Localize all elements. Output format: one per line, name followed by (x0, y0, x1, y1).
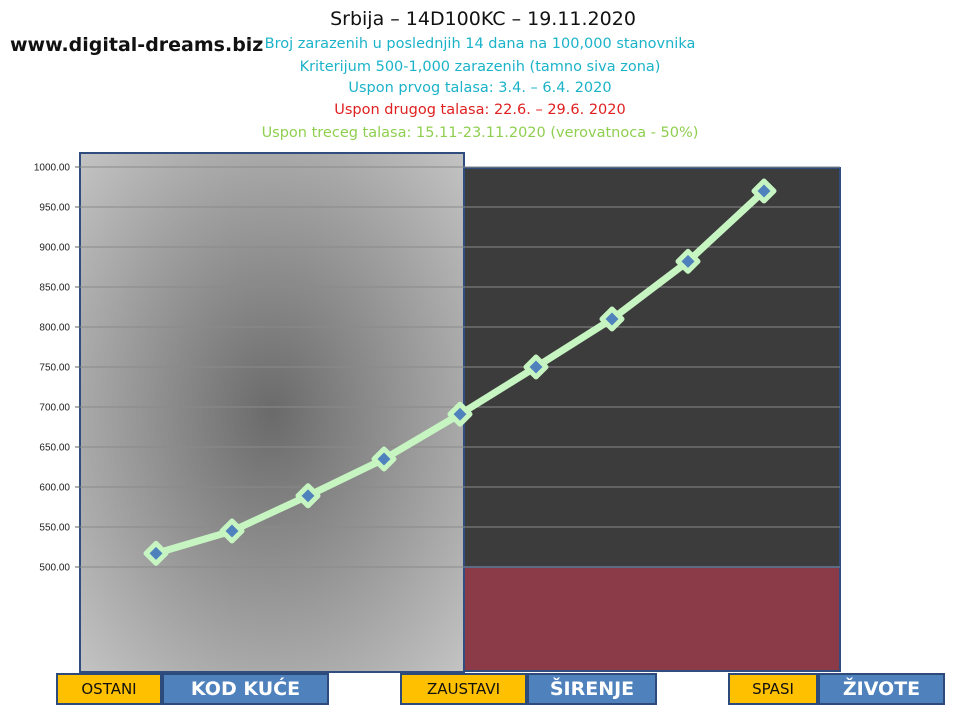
subtitle-line-1: Broj zarazenih u poslednjih 14 dana na 1… (264, 36, 696, 52)
data-point (675, 248, 701, 274)
kod-kuce-button[interactable]: KOD KUĆE (162, 673, 329, 705)
data-markers (143, 178, 777, 566)
chart-title: Srbija – 14D100KC – 19.11.2020 (330, 8, 636, 30)
y-tick-label: 550.00 (39, 523, 70, 534)
subtitle-line-2: Kriterijum 500-1,000 zarazenih (tamno si… (299, 59, 661, 75)
future-zone-lower (462, 566, 841, 672)
subtitle-line-5: Uspon treceg talasa: 15.11-23.11.2020 (v… (261, 125, 699, 141)
data-point (523, 354, 549, 380)
y-tick-label: 700.00 (39, 403, 70, 414)
y-tick-label: 500.00 (39, 563, 70, 574)
y-tick-label: 750.00 (39, 363, 70, 374)
y-tick-label: 900.00 (39, 243, 70, 254)
data-point (295, 483, 321, 509)
data-point (371, 446, 397, 472)
y-tick-label: 1000.00 (34, 163, 71, 174)
data-point (599, 306, 625, 332)
subtitle-line-4: Uspon drugog talasa: 22.6. – 29.6. 2020 (334, 102, 626, 118)
y-tick-label: 650.00 (39, 443, 70, 454)
sirenje-button[interactable]: ŠIRENJE (527, 673, 657, 705)
y-tick-label: 950.00 (39, 203, 70, 214)
ostani-button[interactable]: OSTANI (56, 673, 162, 705)
y-tick-labels: 500.00 550.00 600.00 650.00 700.00 750.00 800.… (34, 163, 71, 574)
spasi-button[interactable]: SPASI (728, 673, 818, 705)
data-point (143, 540, 169, 566)
zaustavi-button[interactable]: ZAUSTAVI (400, 673, 527, 705)
y-tick-label: 800.00 (39, 323, 70, 334)
y-tick-label: 850.00 (39, 283, 70, 294)
past-zone (79, 152, 465, 673)
subtitle-line-3: Uspon prvog talasa: 3.4. – 6.4. 2020 (348, 80, 612, 96)
data-point (751, 178, 777, 204)
site-url: www.digital-dreams.biz (10, 34, 264, 56)
data-point (219, 518, 245, 544)
zivote-button[interactable]: ŽIVOTE (818, 673, 945, 705)
data-point (447, 401, 473, 427)
y-tick-label: 600.00 (39, 483, 70, 494)
